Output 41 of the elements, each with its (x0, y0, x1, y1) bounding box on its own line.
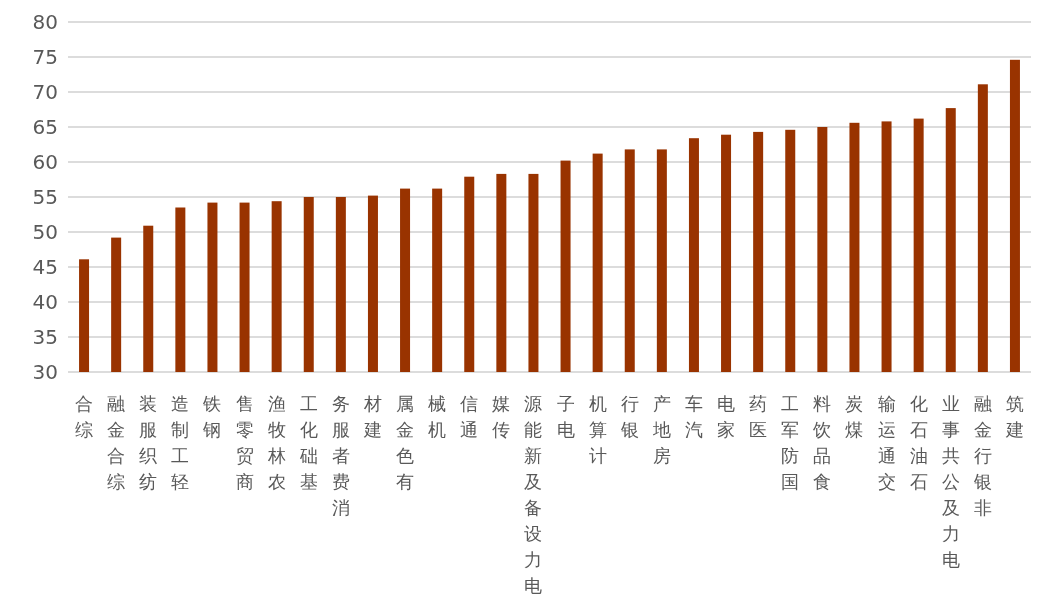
x-tick-label: 银行 (620, 393, 647, 440)
y-tick-label: 35 (32, 325, 58, 349)
x-tick-label: 消费者服务 (331, 393, 358, 518)
x-tick-label: 电力设备及新能源 (524, 393, 551, 596)
y-tick-label: 30 (32, 360, 58, 384)
x-tick-label: 农林牧渔 (267, 393, 294, 492)
x-tick-label: 家电 (717, 393, 744, 440)
x-tick-label: 非银行金融 (973, 393, 1000, 518)
y-tick-label: 40 (32, 290, 58, 314)
x-tick-label: 计算机 (588, 393, 615, 466)
x-tick-label: 医药 (749, 393, 776, 440)
x-tick-label: 建筑 (1005, 393, 1032, 440)
x-tick-label: 煤炭 (845, 393, 872, 440)
x-tick-label: 通信 (460, 393, 487, 440)
x-tick-label: 综合 (75, 393, 102, 440)
x-tick-label: 轻工制造 (171, 393, 198, 492)
x-tick-label: 电子 (556, 393, 583, 440)
x-tick-label: 传媒 (492, 393, 519, 440)
x-tick-label: 交通运输 (877, 393, 904, 492)
x-tick-label: 纺织服装 (139, 393, 166, 492)
y-tick-label: 75 (32, 45, 58, 69)
y-tick-label: 60 (32, 150, 58, 174)
y-tick-label: 65 (32, 115, 58, 139)
x-tick-label: 国防军工 (781, 393, 808, 492)
y-tick-label: 50 (32, 220, 58, 244)
x-tick-label: 建材 (363, 393, 390, 440)
y-tick-label: 55 (32, 185, 58, 209)
x-tick-label: 商贸零售 (235, 393, 262, 492)
x-tick-label: 汽车 (684, 393, 711, 440)
y-tick-label: 45 (32, 255, 58, 279)
y-tick-label: 80 (32, 10, 58, 34)
x-tick-label: 钢铁 (203, 393, 230, 440)
x-tick-label: 电力及公共事业 (941, 393, 968, 570)
x-tick-label: 综合金融 (107, 393, 134, 492)
y-tick-label: 70 (32, 80, 58, 104)
x-tick-label: 石油石化 (909, 393, 936, 492)
x-tick-label: 食品饮料 (813, 393, 840, 492)
x-tick-label: 有色金属 (396, 393, 423, 492)
x-tick-label: 基础化工 (299, 393, 326, 492)
x-tick-label: 房地产 (652, 393, 679, 466)
x-tick-label: 机械 (428, 393, 455, 440)
